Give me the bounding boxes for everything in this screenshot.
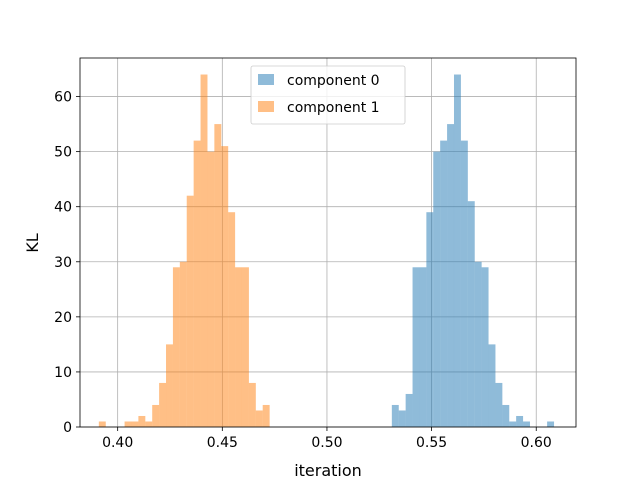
y-tick-label: 20 [54,310,72,326]
x-tick-label: 0.40 [102,435,133,451]
legend-label-component-0: component 0 [287,73,380,89]
legend-swatch-component-0 [258,74,274,85]
legend-label-component-1: component 1 [287,100,380,116]
histogram-bar-component-1 [138,415,146,427]
histogram-bar-component-0 [547,421,555,427]
histogram-bar-component-0 [488,344,496,427]
y-tick-label: 0 [63,420,72,436]
y-tick-label: 50 [54,145,72,161]
histogram-bar-component-0 [495,382,503,427]
histogram-bar-component-1 [207,151,215,427]
histogram-bar-component-0 [467,201,475,427]
histogram-bar-component-0 [440,140,448,427]
histogram-bar-component-1 [166,344,173,427]
histogram-bar-component-0 [460,140,468,427]
x-tick-label: 0.45 [207,435,238,451]
y-tick-label: 60 [54,90,72,106]
y-tick-label: 10 [54,365,72,381]
histogram-bar-component-0 [419,267,427,427]
histogram-bar-component-1 [248,382,256,427]
histogram-bar-component-0 [453,74,461,427]
histogram-bar-component-0 [516,415,524,427]
histogram-bar-component-1 [186,195,194,427]
histogram-bar-component-1 [235,267,243,427]
histogram-bar-component-1 [214,124,222,428]
histogram-bar-component-0 [398,410,406,427]
histogram-bar-component-1 [262,404,270,427]
x-tick-label: 0.50 [311,435,342,451]
legend: component 0 component 1 [250,65,406,125]
histogram-bar-component-0 [412,267,420,427]
histogram-bar-component-0 [523,421,530,427]
histogram-bar-component-0 [447,124,455,428]
histogram-bar-component-1 [131,421,139,427]
histogram-bar-component-1 [241,267,249,427]
histogram-bar-component-1 [255,410,263,427]
legend-swatch-component-1 [258,101,274,112]
histogram-bar-component-1 [172,267,180,427]
histogram-bar-component-1 [221,146,229,428]
legend-box [250,65,406,125]
y-tick-label: 30 [54,255,72,271]
histogram-bar-component-0 [481,267,489,427]
x-tick-label: 0.60 [521,435,552,451]
histogram-bar-component-1 [98,421,106,427]
histogram-bar-component-1 [228,212,236,427]
histogram-bar-component-0 [405,393,413,427]
histogram-bar-component-1 [193,140,201,427]
histogram-bar-component-0 [502,404,510,427]
y-tick-label: 40 [54,200,72,216]
ticks: 0.40 0.45 0.50 0.55 0.60 0 10 20 30 40 50 60 [54,90,552,451]
histogram-bar-component-1 [152,404,160,427]
histogram-bar-component-1 [145,421,153,427]
x-axis-label: iteration [294,461,362,480]
histogram-bar-component-0 [509,421,517,427]
x-tick-label: 0.55 [416,435,447,451]
plot-frame [79,57,577,428]
histogram-bar-component-0 [474,261,482,427]
histogram-bar-component-0 [391,404,399,427]
histogram-bar-component-0 [426,212,434,427]
bars [98,74,555,428]
histogram-bar-component-1 [200,74,208,427]
histogram-bar-component-1 [179,261,187,427]
histogram-bar-component-1 [159,382,167,427]
histogram-bar-component-1 [124,421,132,427]
histogram-bar-component-0 [433,151,441,427]
y-axis-label: KL [23,233,42,252]
